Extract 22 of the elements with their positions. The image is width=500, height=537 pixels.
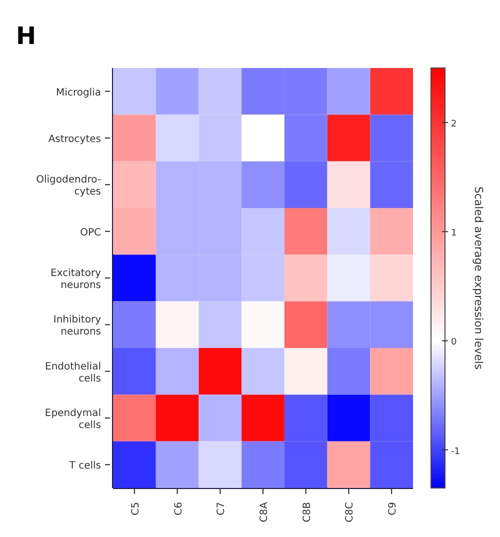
- y-tick-label: OPC: [80, 227, 102, 238]
- x-tick-label: C9: [388, 502, 399, 516]
- y-tick-label: Ependymal cells: [44, 408, 101, 431]
- y-tick-label: Oligodendro-cytes: [36, 174, 102, 198]
- color-bar-label: 0: [451, 338, 457, 348]
- y-tick-label: Excitatory neurons: [50, 268, 102, 291]
- x-tick-label: C8A: [259, 502, 270, 522]
- y-tick-label: T cells: [68, 460, 101, 472]
- y-tick-label: Endothelial cells: [45, 361, 101, 384]
- y-tick-label: Inhibitory neurons: [53, 314, 102, 338]
- color-bar-label: 2: [451, 120, 457, 130]
- y-tick-label: Astrocytes: [48, 134, 101, 145]
- color-bar-label: 1: [451, 228, 457, 239]
- x-tick-label: C6: [173, 502, 184, 516]
- x-tick-label: C7: [216, 502, 228, 516]
- x-tick-label: C8B: [302, 502, 313, 522]
- y-tick-label: Microglia: [56, 87, 101, 98]
- color-bar-label: -1: [451, 446, 460, 457]
- chart-title: H: [16, 22, 36, 50]
- x-tick-label: C8C: [344, 502, 356, 522]
- color-bar-title: Scaled average expression levels: [472, 186, 485, 370]
- x-tick-label: C5: [130, 502, 142, 516]
